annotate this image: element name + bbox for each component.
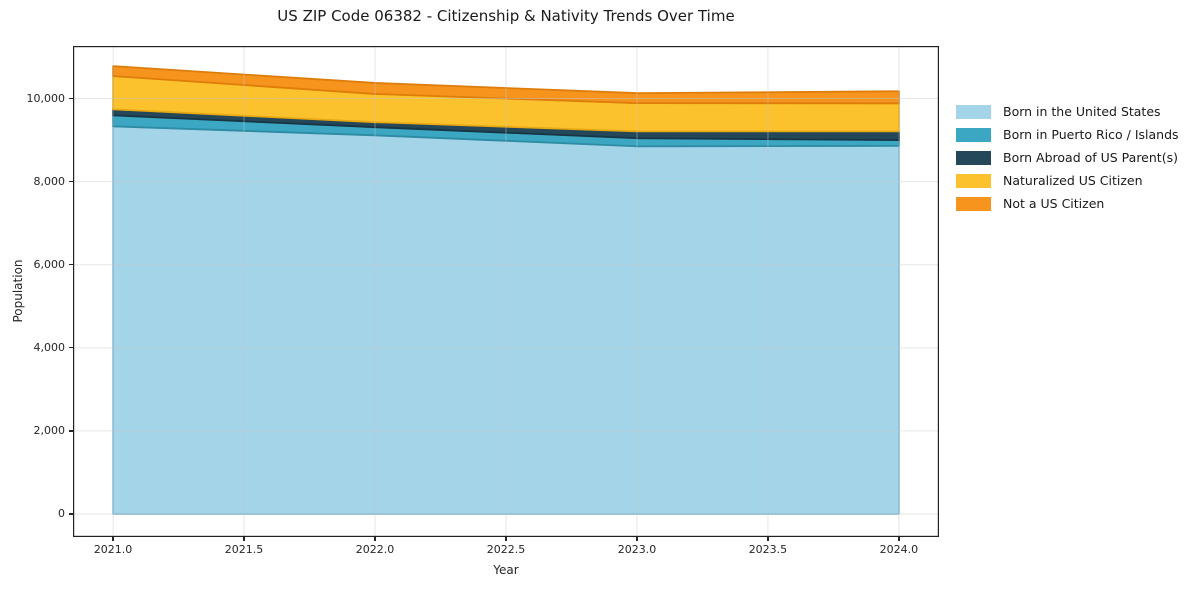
y-tick-mark — [69, 430, 73, 432]
legend-swatch-naturalized-us-citizen — [956, 173, 991, 188]
area-not-a-us-citizen — [112, 65, 900, 105]
plot-frame — [73, 46, 939, 537]
legend-item-born-abroad-of-us-parent-s: Born Abroad of US Parent(s) — [956, 146, 1179, 169]
y-tick-label: 4,000 — [33, 340, 66, 354]
y-tick-label: 10,000 — [26, 91, 66, 105]
x-tick-mark — [374, 537, 376, 541]
x-tick-label: 2022.5 — [486, 543, 526, 556]
y-tick-mark — [69, 264, 73, 266]
legend-label: Born in the United States — [1003, 104, 1161, 119]
x-tick-mark — [767, 537, 769, 541]
x-tick-mark — [636, 537, 638, 541]
x-tick-label: 2024.0 — [879, 543, 919, 556]
legend-label: Born Abroad of US Parent(s) — [1003, 150, 1178, 165]
x-axis-label: Year — [493, 563, 519, 577]
y-tick-mark — [69, 347, 73, 349]
y-tick-mark — [69, 181, 73, 183]
y-tick-mark — [69, 97, 73, 100]
legend-item-born-in-puerto-rico-islands: Born in Puerto Rico / Islands — [956, 123, 1179, 146]
y-tick-mark — [69, 513, 73, 515]
y-tick-label: 2,000 — [33, 423, 66, 437]
x-tick-label: 2023.5 — [748, 543, 788, 556]
legend-item-born-in-the-united-states: Born in the United States — [956, 100, 1179, 123]
legend-swatch-born-in-the-united-states — [956, 104, 991, 119]
y-tick-label: 0 — [58, 507, 65, 521]
x-tick-mark — [112, 537, 114, 541]
x-tick-mark — [505, 537, 507, 541]
legend-swatch-born-abroad-of-us-parent-s — [956, 150, 991, 165]
legend-label: Naturalized US Citizen — [1003, 173, 1143, 188]
stacked-area-chart — [73, 46, 939, 537]
x-tick-mark — [898, 537, 900, 541]
x-tick-label: 2023.0 — [617, 543, 657, 556]
plot-area — [73, 46, 939, 537]
y-tick-label: 8,000 — [33, 174, 66, 188]
y-tick-label: 6,000 — [33, 257, 66, 271]
legend-swatch-born-in-puerto-rico-islands — [956, 127, 991, 142]
x-tick-label: 2021.0 — [93, 543, 133, 556]
legend-swatch-not-a-us-citizen — [956, 196, 991, 211]
chart-title: US ZIP Code 06382 - Citizenship & Nativi… — [277, 7, 735, 25]
x-tick-mark — [243, 537, 245, 541]
legend-item-naturalized-us-citizen: Naturalized US Citizen — [956, 169, 1179, 192]
legend: Born in the United States Born in Puerto … — [956, 100, 1179, 215]
legend-label: Not a US Citizen — [1003, 196, 1105, 211]
legend-label: Born in Puerto Rico / Islands — [1003, 127, 1179, 142]
x-tick-label: 2021.5 — [224, 543, 264, 556]
x-tick-label: 2022.0 — [355, 543, 395, 556]
legend-item-not-a-us-citizen: Not a US Citizen — [956, 192, 1179, 215]
